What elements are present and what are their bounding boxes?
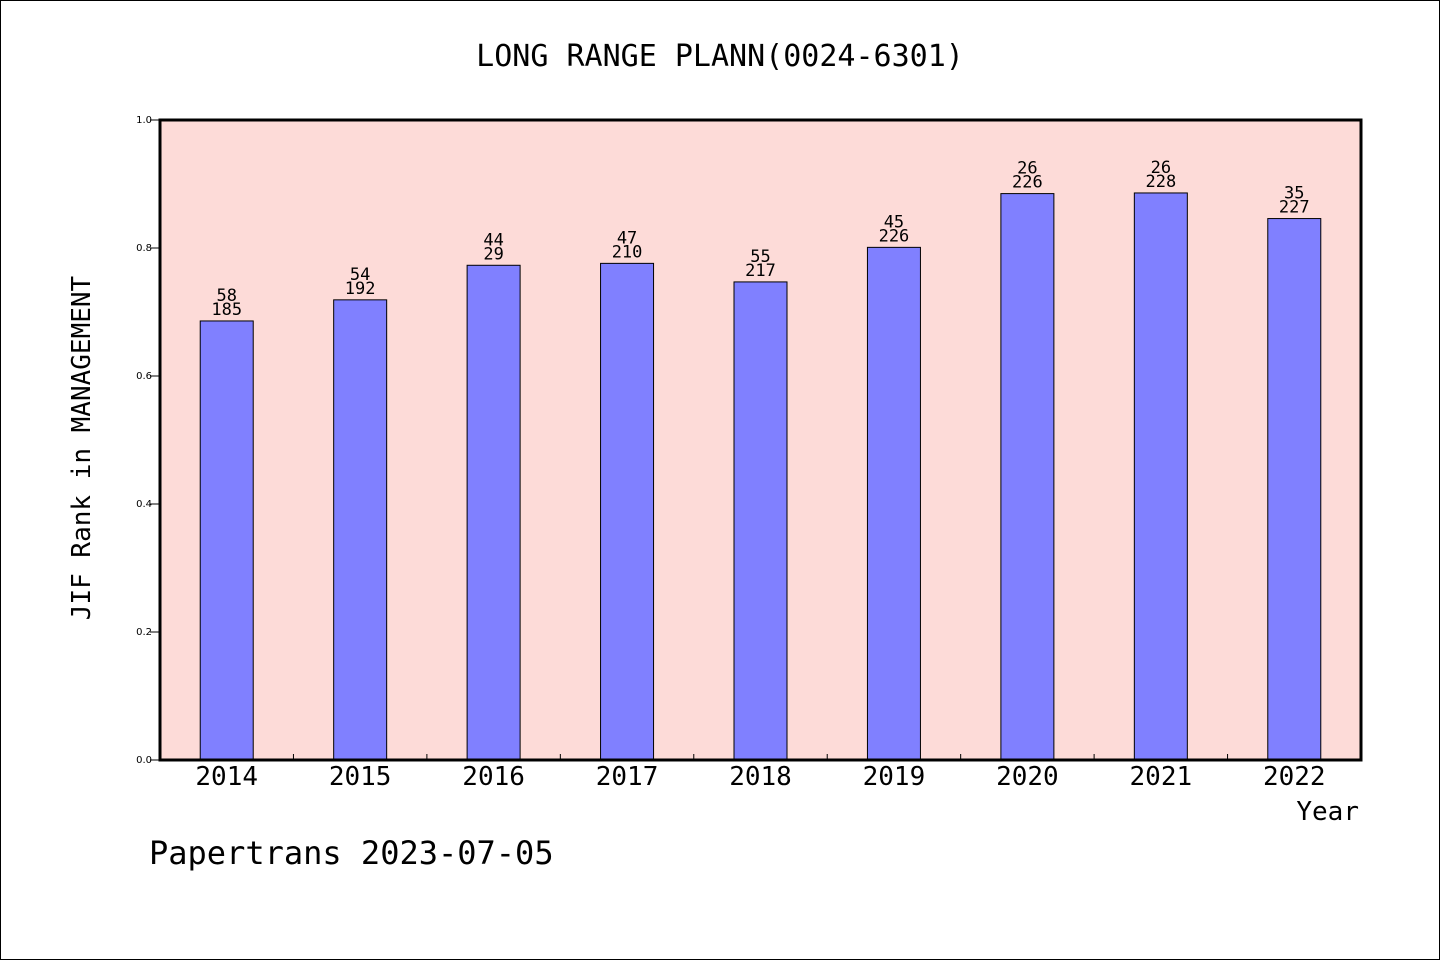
bar-label-bottom: 210 — [612, 242, 643, 262]
y-tick-label: 0.2 — [136, 627, 152, 638]
bar-label-top: 26 — [1017, 159, 1037, 179]
x-tick-label: 2015 — [329, 762, 392, 792]
bar-label-bottom: 192 — [345, 279, 376, 299]
bar-label-top: 54 — [350, 265, 370, 285]
x-axis: 2014 2015 2016 2017 2018 2019 2020 2021 2022 — [195, 754, 1326, 792]
bar-label-top: 47 — [617, 228, 637, 248]
bar-label-bottom: 217 — [745, 261, 776, 281]
bar-label-bottom: 185 — [211, 300, 242, 320]
bar-label-top: 58 — [216, 286, 236, 306]
bar-label-bottom: 226 — [1012, 173, 1043, 193]
y-tick-label: 1.0 — [136, 115, 152, 126]
bar-2020 — [1000, 193, 1055, 761]
y-tick-label: 0.8 — [136, 243, 152, 254]
y-tick-label: 0.6 — [136, 371, 152, 382]
x-tick-label: 2020 — [996, 762, 1059, 792]
y-tick-label: 0.4 — [136, 499, 152, 510]
x-tick-label: 2019 — [863, 762, 926, 792]
bar-label-bottom: 226 — [879, 226, 910, 246]
bar-label-top: 55 — [750, 247, 770, 267]
bar-label-top: 26 — [1151, 158, 1171, 178]
x-tick-label: 2017 — [596, 762, 659, 792]
bar-2019 — [866, 246, 921, 761]
x-axis-label: Year — [1296, 797, 1359, 827]
bar-2017 — [600, 262, 655, 761]
plot-border — [158, 118, 1363, 762]
bar-2016 — [466, 264, 521, 761]
footer-credit: Papertrans 2023-07-05 — [149, 834, 554, 872]
x-tick-label: 2018 — [729, 762, 792, 792]
x-tick-label: 2014 — [195, 762, 258, 792]
bar-2021 — [1133, 192, 1188, 761]
bar-label-top: 35 — [1284, 184, 1304, 204]
bar-2014 — [199, 320, 254, 761]
bar-label-top: 44 — [483, 230, 503, 250]
y-axis-label: JIF Rank in MANAGEMENT — [67, 275, 97, 620]
x-tick-label: 2016 — [462, 762, 525, 792]
bar-label-bottom: 29 — [483, 244, 503, 264]
x-tick-label: 2022 — [1263, 762, 1326, 792]
bar-label-bottom: 228 — [1145, 172, 1176, 192]
x-tick-label: 2021 — [1130, 762, 1193, 792]
y-axis: 0.0 0.2 0.4 0.6 0.8 1.0 — [136, 115, 160, 766]
bar-2018 — [733, 281, 788, 761]
bar-label-bottom: 227 — [1279, 198, 1310, 218]
bar-2015 — [333, 299, 388, 761]
bars-layer — [199, 192, 1322, 761]
y-tick-label: 0.0 — [136, 755, 152, 766]
chart-title: LONG RANGE PLANN(0024-6301) — [476, 39, 964, 74]
bar-label-top: 45 — [884, 212, 904, 232]
bar-2022 — [1267, 218, 1322, 761]
